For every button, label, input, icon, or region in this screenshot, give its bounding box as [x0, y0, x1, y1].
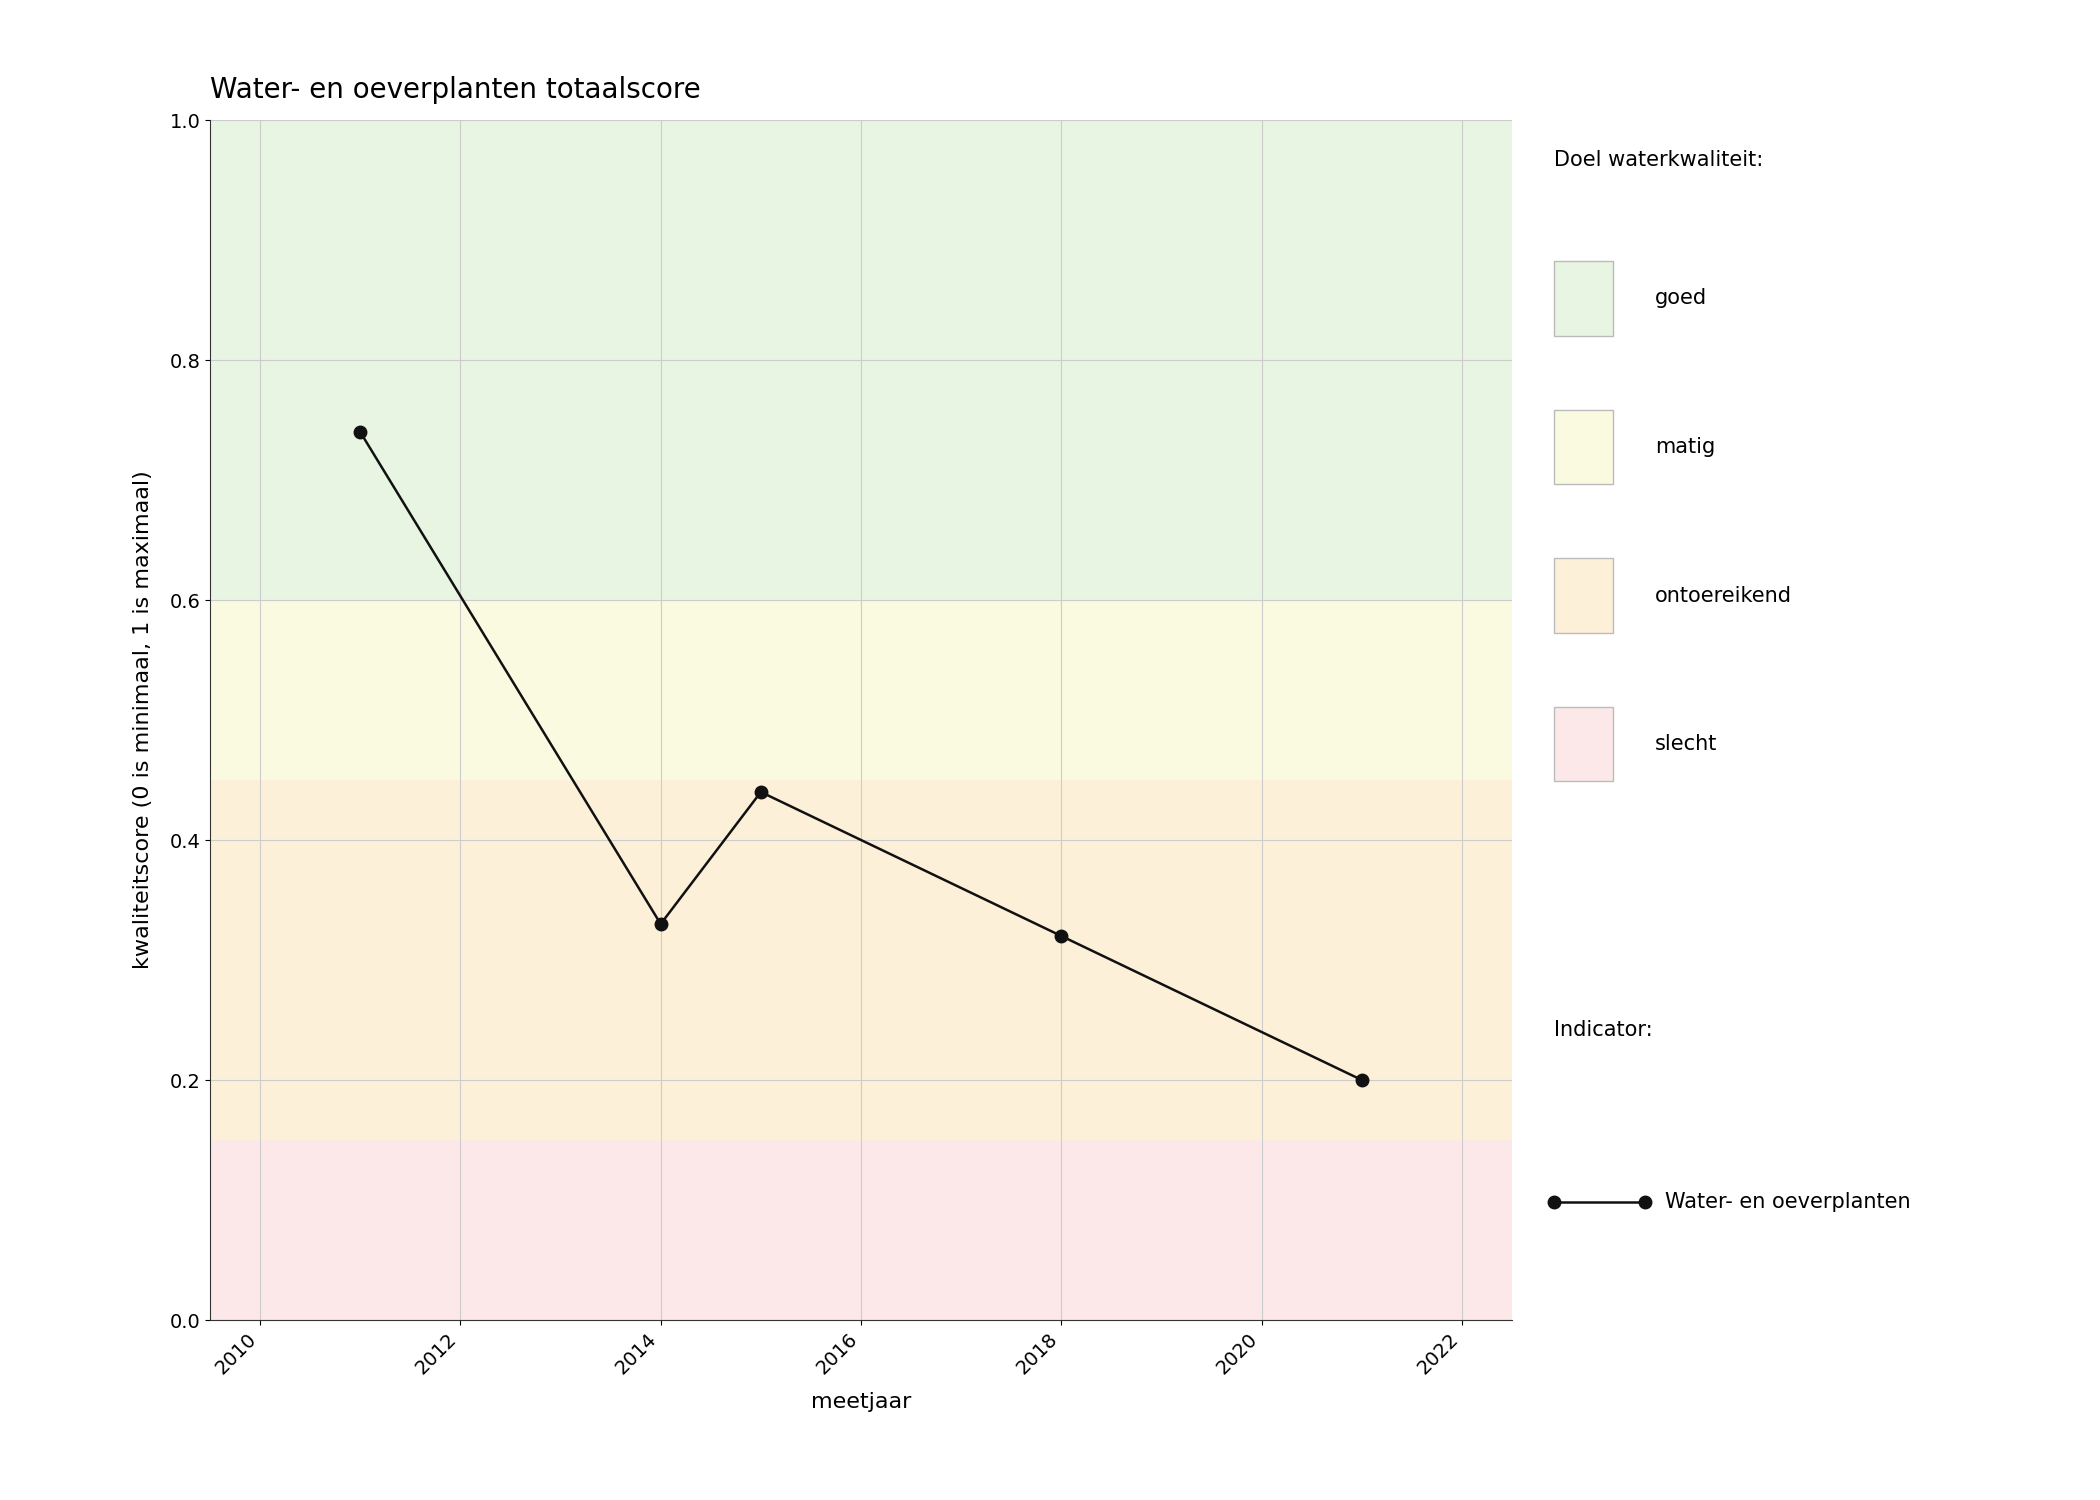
Text: Water- en oeverplanten totaalscore: Water- en oeverplanten totaalscore	[210, 76, 701, 104]
FancyBboxPatch shape	[1554, 558, 1613, 633]
Text: Water- en oeverplanten: Water- en oeverplanten	[1665, 1191, 1911, 1212]
Bar	[210, 780, 1512, 1140]
Text: slecht: slecht	[1655, 734, 1718, 754]
Y-axis label: kwaliteitscore (0 is minimaal, 1 is maximaal): kwaliteitscore (0 is minimaal, 1 is maxi…	[132, 471, 153, 969]
Text: Indicator:: Indicator:	[1554, 1020, 1653, 1040]
FancyBboxPatch shape	[1554, 706, 1613, 782]
X-axis label: meetjaar: meetjaar	[811, 1392, 911, 1411]
Text: goed: goed	[1655, 288, 1707, 309]
Text: Doel waterkwaliteit:: Doel waterkwaliteit:	[1554, 150, 1764, 170]
Bar	[210, 120, 1512, 600]
FancyBboxPatch shape	[1554, 410, 1613, 485]
Text: ontoereikend: ontoereikend	[1655, 585, 1791, 606]
Text: matig: matig	[1655, 436, 1716, 457]
FancyBboxPatch shape	[1554, 261, 1613, 336]
Bar	[210, 1140, 1512, 1320]
Bar	[210, 600, 1512, 780]
